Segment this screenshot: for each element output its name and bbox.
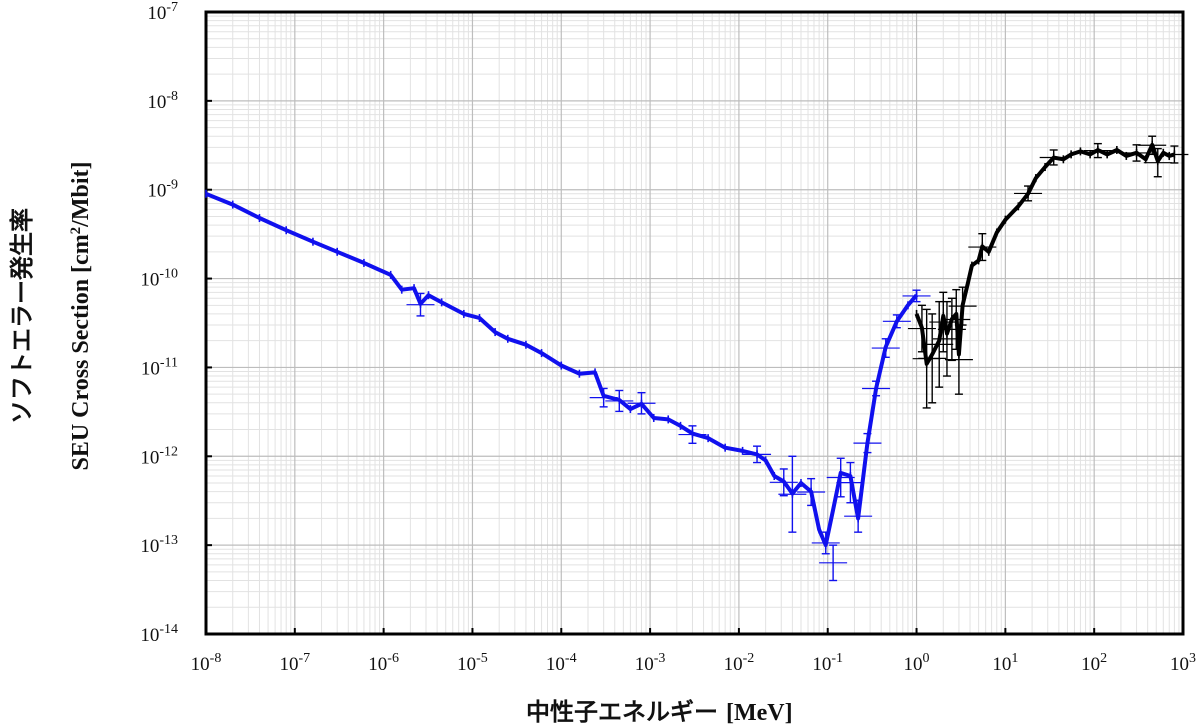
y-tick-label: 10-11 <box>141 355 178 379</box>
x-tick-label: 10-7 <box>279 651 310 675</box>
y-axis-title-jp-group: ソフトエラー発生率 <box>8 208 36 424</box>
x-tick-label-exponent: -2 <box>743 651 755 666</box>
x-tick-label-exponent: 1 <box>1011 651 1018 666</box>
x-tick-label-exponent: -3 <box>654 651 666 666</box>
y-tick-label-exponent: -9 <box>166 178 178 193</box>
x-tick-label-base: 10 <box>1081 654 1100 675</box>
y-tick-label-exponent: -11 <box>160 355 178 370</box>
minor-gridlines <box>206 12 1183 634</box>
x-tick-labels: 10-8 10-7 10-6 10-5 10-4 10-3 10-2 10-1 100 101 10… <box>191 651 1196 675</box>
y-tick-label-exponent: -7 <box>166 0 178 15</box>
series-1 <box>205 189 931 582</box>
x-tick-label: 10-3 <box>635 651 666 675</box>
y-tick-label-exponent: -14 <box>159 622 178 637</box>
x-tick-label: 10-6 <box>368 651 399 675</box>
y-tick-label-base: 10 <box>147 181 166 202</box>
x-tick-label-base: 10 <box>546 654 565 675</box>
y-tick-label: 10-12 <box>140 444 178 468</box>
y-tick-label-base: 10 <box>140 625 159 646</box>
y-tick-label: 10-7 <box>147 0 178 24</box>
x-tick-label-base: 10 <box>635 654 654 675</box>
y-tick-label: 10-13 <box>140 533 178 557</box>
y-tick-label-exponent: -13 <box>159 533 178 548</box>
x-tick-label: 10-5 <box>457 651 488 675</box>
series-line <box>205 191 919 548</box>
x-tick-label-base: 10 <box>812 654 831 675</box>
x-tick-label-base: 10 <box>724 654 743 675</box>
x-tick-label-base: 10 <box>279 654 298 675</box>
y-tick-label-base: 10 <box>140 270 159 291</box>
y-tick-label-base: 10 <box>140 447 159 468</box>
x-tick-label-exponent: -7 <box>298 651 310 666</box>
y-axis-title-jp: ソフトエラー発生率 <box>8 208 36 424</box>
y-axis-title-en-main: SEU Cross Section [cm <box>68 234 94 470</box>
y-axis-title-en-group: SEU Cross Section [cm2/Mbit] <box>68 161 94 470</box>
x-axis-title-unit: [MeV] <box>726 700 793 726</box>
x-tick-label-exponent: -6 <box>387 651 399 666</box>
series-2 <box>907 135 1189 409</box>
y-axis-title-en-sup: 2 <box>68 227 84 235</box>
series-line <box>914 142 1175 366</box>
x-tick-label: 103 <box>1170 651 1196 675</box>
x-tick-label-base: 10 <box>904 654 923 675</box>
x-tick-label-exponent: -5 <box>476 651 488 666</box>
x-tick-label: 10-4 <box>546 651 577 675</box>
y-tick-label-exponent: -12 <box>159 444 178 459</box>
plot-frame <box>204 10 1185 636</box>
y-tick-label-base: 10 <box>147 3 166 24</box>
y-axis-title-en: SEU Cross Section [cm2/Mbit] <box>68 161 94 470</box>
y-tick-label-exponent: -10 <box>159 267 178 282</box>
y-tick-label-exponent: -8 <box>166 89 178 104</box>
x-tick-label-exponent: -1 <box>831 651 843 666</box>
x-tick-label-base: 10 <box>191 654 210 675</box>
x-tick-label-exponent: 2 <box>1100 651 1107 666</box>
x-tick-label-base: 10 <box>457 654 476 675</box>
y-tick-label: 10-9 <box>147 178 178 202</box>
x-tick-label: 102 <box>1081 651 1107 675</box>
y-tick-label: 10-10 <box>140 267 178 291</box>
y-axis-title-en-tail: /Mbit] <box>68 161 94 227</box>
y-tick-label: 10-14 <box>140 622 178 646</box>
data-series-layer <box>205 135 1189 582</box>
x-tick-label-exponent: -8 <box>210 651 222 666</box>
x-tick-label: 101 <box>992 651 1018 675</box>
y-tick-label-base: 10 <box>141 358 160 379</box>
x-tick-label: 10-1 <box>812 651 843 675</box>
x-tick-label-exponent: 0 <box>923 651 930 666</box>
x-tick-label: 100 <box>904 651 930 675</box>
x-axis-title-jp: 中性子エネルギー <box>526 698 718 726</box>
x-tick-label: 10-2 <box>724 651 755 675</box>
x-tick-label-exponent: 3 <box>1189 651 1196 666</box>
x-tick-label: 10-8 <box>191 651 222 675</box>
y-tick-label-base: 10 <box>147 92 166 113</box>
x-tick-label-base: 10 <box>992 654 1011 675</box>
x-tick-label-base: 10 <box>368 654 387 675</box>
y-tick-label: 10-8 <box>147 89 178 113</box>
x-tick-label-exponent: -4 <box>565 651 577 666</box>
x-tick-label-base: 10 <box>1170 654 1189 675</box>
y-tick-label-base: 10 <box>140 536 159 557</box>
